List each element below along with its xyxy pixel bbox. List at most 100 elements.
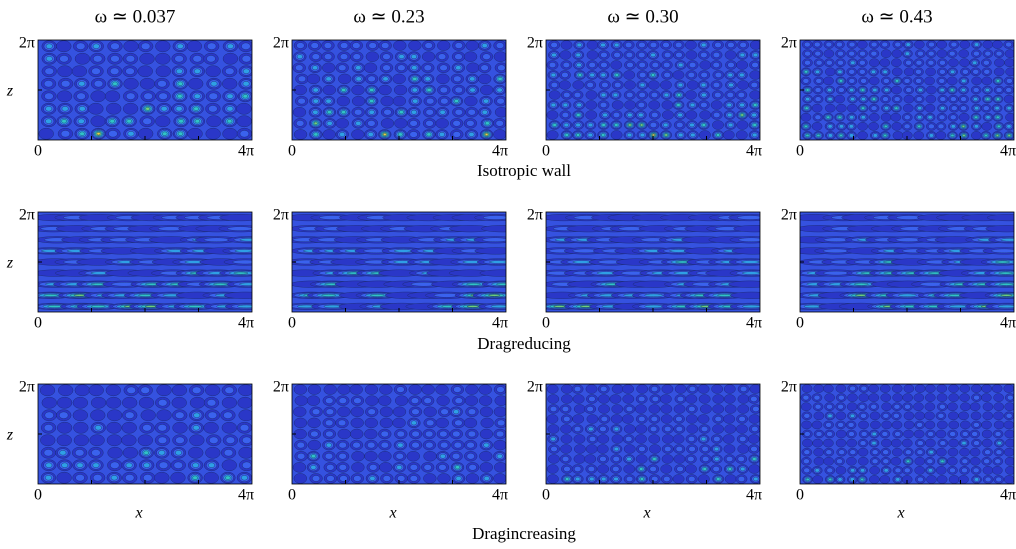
contour [369,476,376,481]
contour [883,133,888,138]
contour [497,419,506,427]
contour [351,462,365,473]
contour [576,102,582,108]
contour [835,384,847,393]
contour [924,103,936,113]
contour [573,426,582,432]
contour [697,414,710,424]
contour [924,76,935,86]
contour [104,90,121,103]
contour [484,133,489,136]
contour [327,110,332,115]
contour [894,467,902,474]
contour [913,429,925,439]
contour [493,439,506,451]
contour [660,464,673,474]
contour [123,40,139,53]
contour [338,441,347,449]
contour [496,430,505,438]
contour [870,50,878,57]
contour [585,444,598,454]
contour [45,106,53,112]
contour [585,110,598,120]
contour [586,414,599,424]
contour [577,73,582,77]
contour [337,428,351,440]
contour [203,237,230,242]
contour [238,446,252,459]
contour [935,466,947,475]
contour [984,449,991,455]
contour [638,92,646,98]
contour [92,474,103,482]
contour [803,458,810,464]
contour [396,386,405,393]
contour [936,447,947,457]
contour-panel [800,212,1014,312]
contour [125,462,133,468]
contour [915,69,922,75]
x-start-label: 0 [542,315,550,332]
contour [891,85,902,95]
contour [905,87,912,93]
contour [901,438,913,448]
contour [465,473,480,484]
contour [837,404,844,410]
contour [496,87,503,93]
contour [226,106,234,112]
contour [638,42,646,48]
contour [678,62,684,68]
contour [962,69,969,75]
contour [110,475,118,481]
contour [393,40,407,51]
contour [961,467,968,474]
contour-panel [546,40,760,140]
contour [379,406,393,417]
contour [973,97,978,102]
contour [828,133,833,138]
contour [947,447,959,457]
contour [815,431,823,437]
contour [576,113,581,117]
contour [849,88,855,92]
contour [861,106,865,110]
column-header: ω ≃ 0.23 [353,6,424,27]
contour [625,476,634,482]
contour [45,118,53,124]
contour [338,64,347,71]
contour [355,120,362,126]
contour [715,133,721,137]
contour [380,118,395,129]
contour [369,294,385,297]
contour [995,115,1000,119]
contour [454,419,463,427]
contour [588,436,597,442]
contour [925,94,937,104]
contour [94,425,102,431]
x-start-label: 0 [542,487,550,504]
contour [639,132,646,138]
x-axis-label: x [896,505,904,522]
contour [1003,384,1014,393]
z-top-label: 2π [527,35,543,52]
contour [858,404,866,410]
contour [904,404,911,410]
contour [613,426,620,432]
contour [984,476,992,483]
contour [801,420,812,430]
contour [939,440,947,446]
contour [306,395,321,406]
contour [928,450,934,455]
contour [612,92,619,98]
contour [38,127,54,140]
contour [479,462,493,473]
contour [45,43,53,49]
contour [588,426,594,432]
contour [724,424,737,434]
x-start-label: 0 [34,487,42,504]
contour [437,473,451,484]
contour [365,395,379,406]
contour [981,420,992,430]
contour [813,41,821,48]
contour [974,124,979,129]
